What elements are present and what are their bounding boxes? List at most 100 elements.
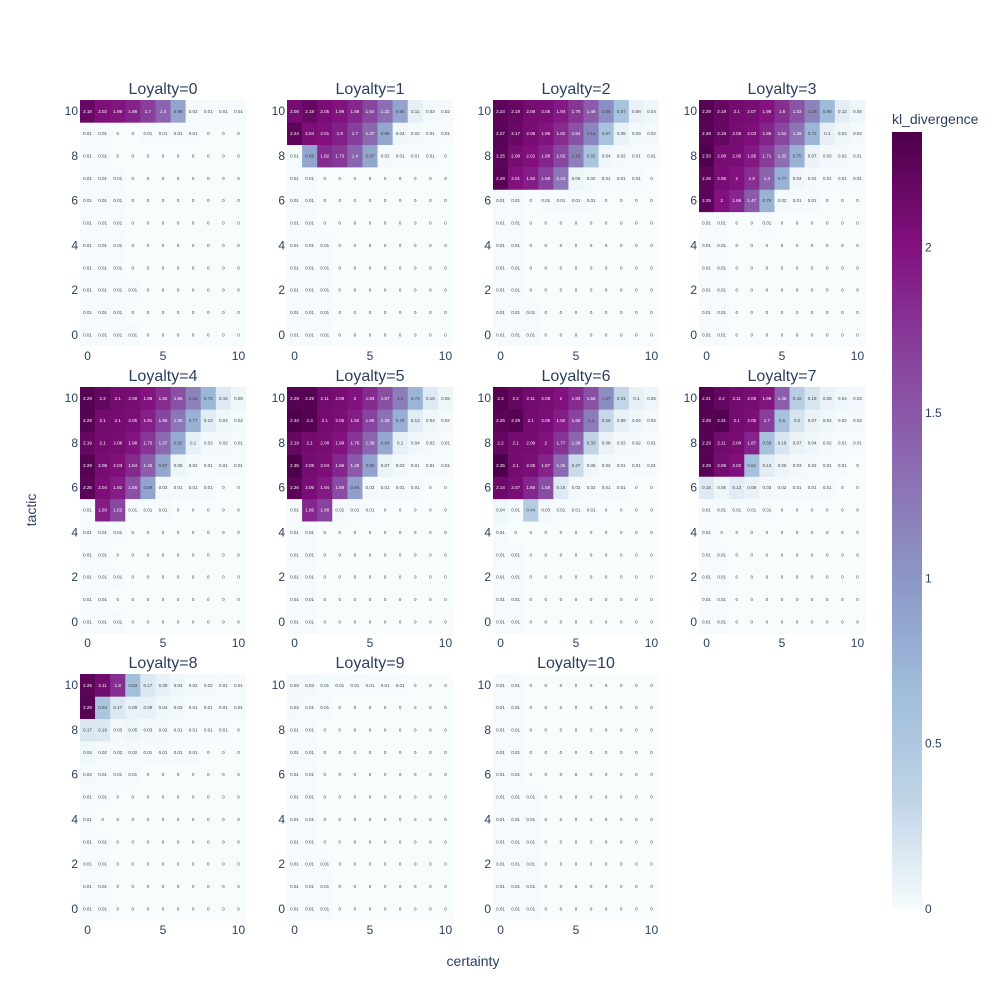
cell-value-label: 1.92 [557, 418, 566, 423]
heatmap-cell [508, 543, 524, 567]
heatmap-cell [849, 144, 866, 168]
heatmap-cell [493, 830, 509, 854]
heatmap-cell [407, 234, 424, 257]
cell-value-label: 0.16 [98, 728, 107, 733]
cell-value-label: 0.01 [717, 619, 726, 624]
heatmap-cell [553, 808, 569, 831]
heatmap-cell [392, 144, 409, 168]
cell-value-label: 0 [444, 862, 447, 867]
heatmap-cell [759, 431, 775, 455]
heatmap-cell [80, 301, 96, 324]
cell-value-label: 0.01 [647, 154, 656, 159]
cell-value-label: 0 [222, 884, 225, 889]
heatmap-cell [347, 852, 363, 876]
heatmap-cell [759, 256, 775, 280]
cell-value-label: 0.01 [144, 750, 153, 755]
cell-value-label: 0 [605, 288, 608, 293]
heatmap-cell [437, 122, 454, 146]
cell-value-label: 0.02 [98, 750, 107, 755]
cell-value-label: 0 [399, 884, 402, 889]
cell-value-label: 1.86 [732, 198, 741, 203]
heatmap-cell [583, 454, 599, 477]
heatmap-cell [493, 144, 509, 168]
heatmap-cell [347, 875, 363, 898]
cell-value-label: 0.01 [305, 862, 314, 867]
cell-value-label: 0 [635, 310, 638, 315]
cell-value-label: 0 [751, 332, 754, 337]
cell-value-label: 0 [237, 243, 240, 248]
cell-value-label: 0 [384, 265, 387, 270]
heatmap-cell [699, 234, 715, 257]
heatmap-cell [598, 875, 615, 898]
heatmap-cell [95, 476, 111, 500]
heatmap-cell [493, 674, 509, 697]
heatmap-cell [613, 211, 630, 235]
heatmap-cell [155, 674, 171, 697]
cell-value-label: 0.01 [717, 575, 726, 580]
heatmap-cell [849, 211, 866, 235]
heatmap-cell [523, 301, 539, 324]
heatmap-cell [110, 256, 126, 280]
cell-value-label: 0 [354, 817, 357, 822]
cell-value-label: 0.27 [572, 463, 581, 468]
heatmap-cell [583, 323, 599, 347]
cell-value-label: 0 [650, 332, 653, 337]
cell-value-label: 2.29 [702, 109, 711, 114]
heatmap-cell [407, 301, 424, 324]
cell-value-label: 2.1 [322, 418, 329, 423]
heatmap-cell [437, 897, 454, 921]
heatmap-cell [287, 543, 303, 567]
heatmap-cell [125, 543, 141, 567]
cell-value-label: 0.05 [128, 728, 137, 733]
heatmap-cell [699, 100, 715, 123]
heatmap-cell [287, 897, 303, 921]
heatmap-cell [508, 718, 524, 742]
heatmap-cell [422, 122, 439, 146]
heatmap-cell [774, 323, 790, 347]
heatmap-cell [110, 301, 126, 324]
heatmap-cell [230, 301, 247, 324]
heatmap-cell [302, 189, 318, 213]
cell-value-label: 0.84 [381, 441, 390, 446]
cell-value-label: 0 [650, 795, 653, 800]
heatmap-cell [613, 565, 630, 589]
heatmap-cell [789, 454, 805, 477]
heatmap-cell [729, 565, 745, 589]
heatmap-cell [302, 741, 318, 764]
heatmap-cell [140, 588, 156, 611]
heatmap-cell [185, 211, 202, 235]
cell-value-label: 0 [354, 288, 357, 293]
cell-value-label: 0.01 [305, 288, 314, 293]
heatmap-cell [714, 211, 730, 235]
heatmap-cell [628, 852, 645, 876]
cell-value-label: 0 [192, 884, 195, 889]
heatmap-cell [140, 476, 156, 500]
heatmap-cell [538, 808, 554, 831]
heatmap-cell [729, 454, 745, 477]
cell-value-label: 0 [207, 597, 210, 602]
heatmap-cell [392, 476, 409, 500]
heatmap-cell [215, 763, 232, 787]
heatmap-cell [774, 301, 790, 324]
heatmap-cell [583, 167, 599, 190]
cell-value-label: 0 [575, 265, 578, 270]
heatmap-cell [774, 278, 790, 302]
cell-value-label: 0.01 [702, 508, 711, 513]
heatmap-cell [317, 565, 333, 589]
heatmap-cell [789, 301, 805, 324]
cell-value-label: 0 [414, 552, 417, 557]
cell-value-label: 2.18 [83, 109, 92, 114]
cell-value-label: 0.01 [632, 176, 641, 181]
heatmap-cell [332, 167, 348, 190]
heatmap-cell [95, 189, 111, 213]
cell-value-label: 0 [529, 683, 532, 688]
heatmap-cell [362, 167, 378, 190]
cell-value-label: 0.01 [496, 332, 505, 337]
cell-value-label: 0.04 [174, 683, 183, 688]
heatmap-cell [759, 323, 775, 347]
cell-value-label: 0 [116, 552, 119, 557]
cell-value-label: 2.06 [305, 485, 314, 490]
heatmap-cell [774, 256, 790, 280]
heatmap-cell [332, 897, 348, 921]
heatmap-cell [774, 189, 790, 213]
